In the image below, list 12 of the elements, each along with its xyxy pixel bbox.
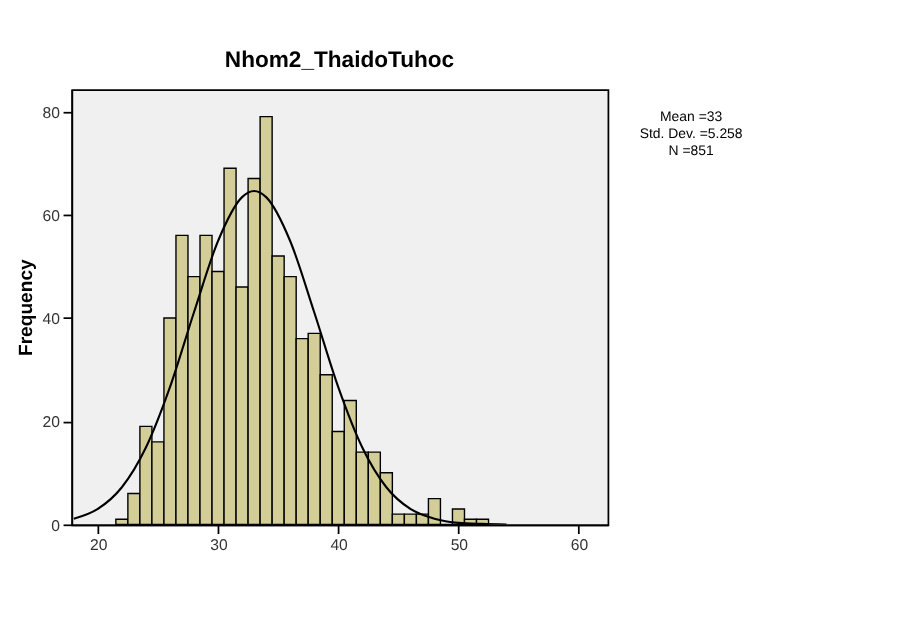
y-tick-label: 40 <box>42 310 62 329</box>
x-tick-label: 50 <box>450 535 470 554</box>
x-tick-label: 20 <box>89 535 109 554</box>
y-tick-label: 20 <box>42 413 62 432</box>
chart-title: Nhom2_ThaidoTuhoc <box>224 48 455 73</box>
x-tick-label: 40 <box>330 535 350 554</box>
y-axis-title: Frequency <box>16 257 39 357</box>
x-tick-label: 60 <box>570 535 590 554</box>
y-tick-label: 80 <box>42 103 62 122</box>
x-tick-label: 30 <box>210 535 229 554</box>
y-tick-label: 60 <box>42 206 62 225</box>
y-tick-label: 0 <box>51 516 62 535</box>
